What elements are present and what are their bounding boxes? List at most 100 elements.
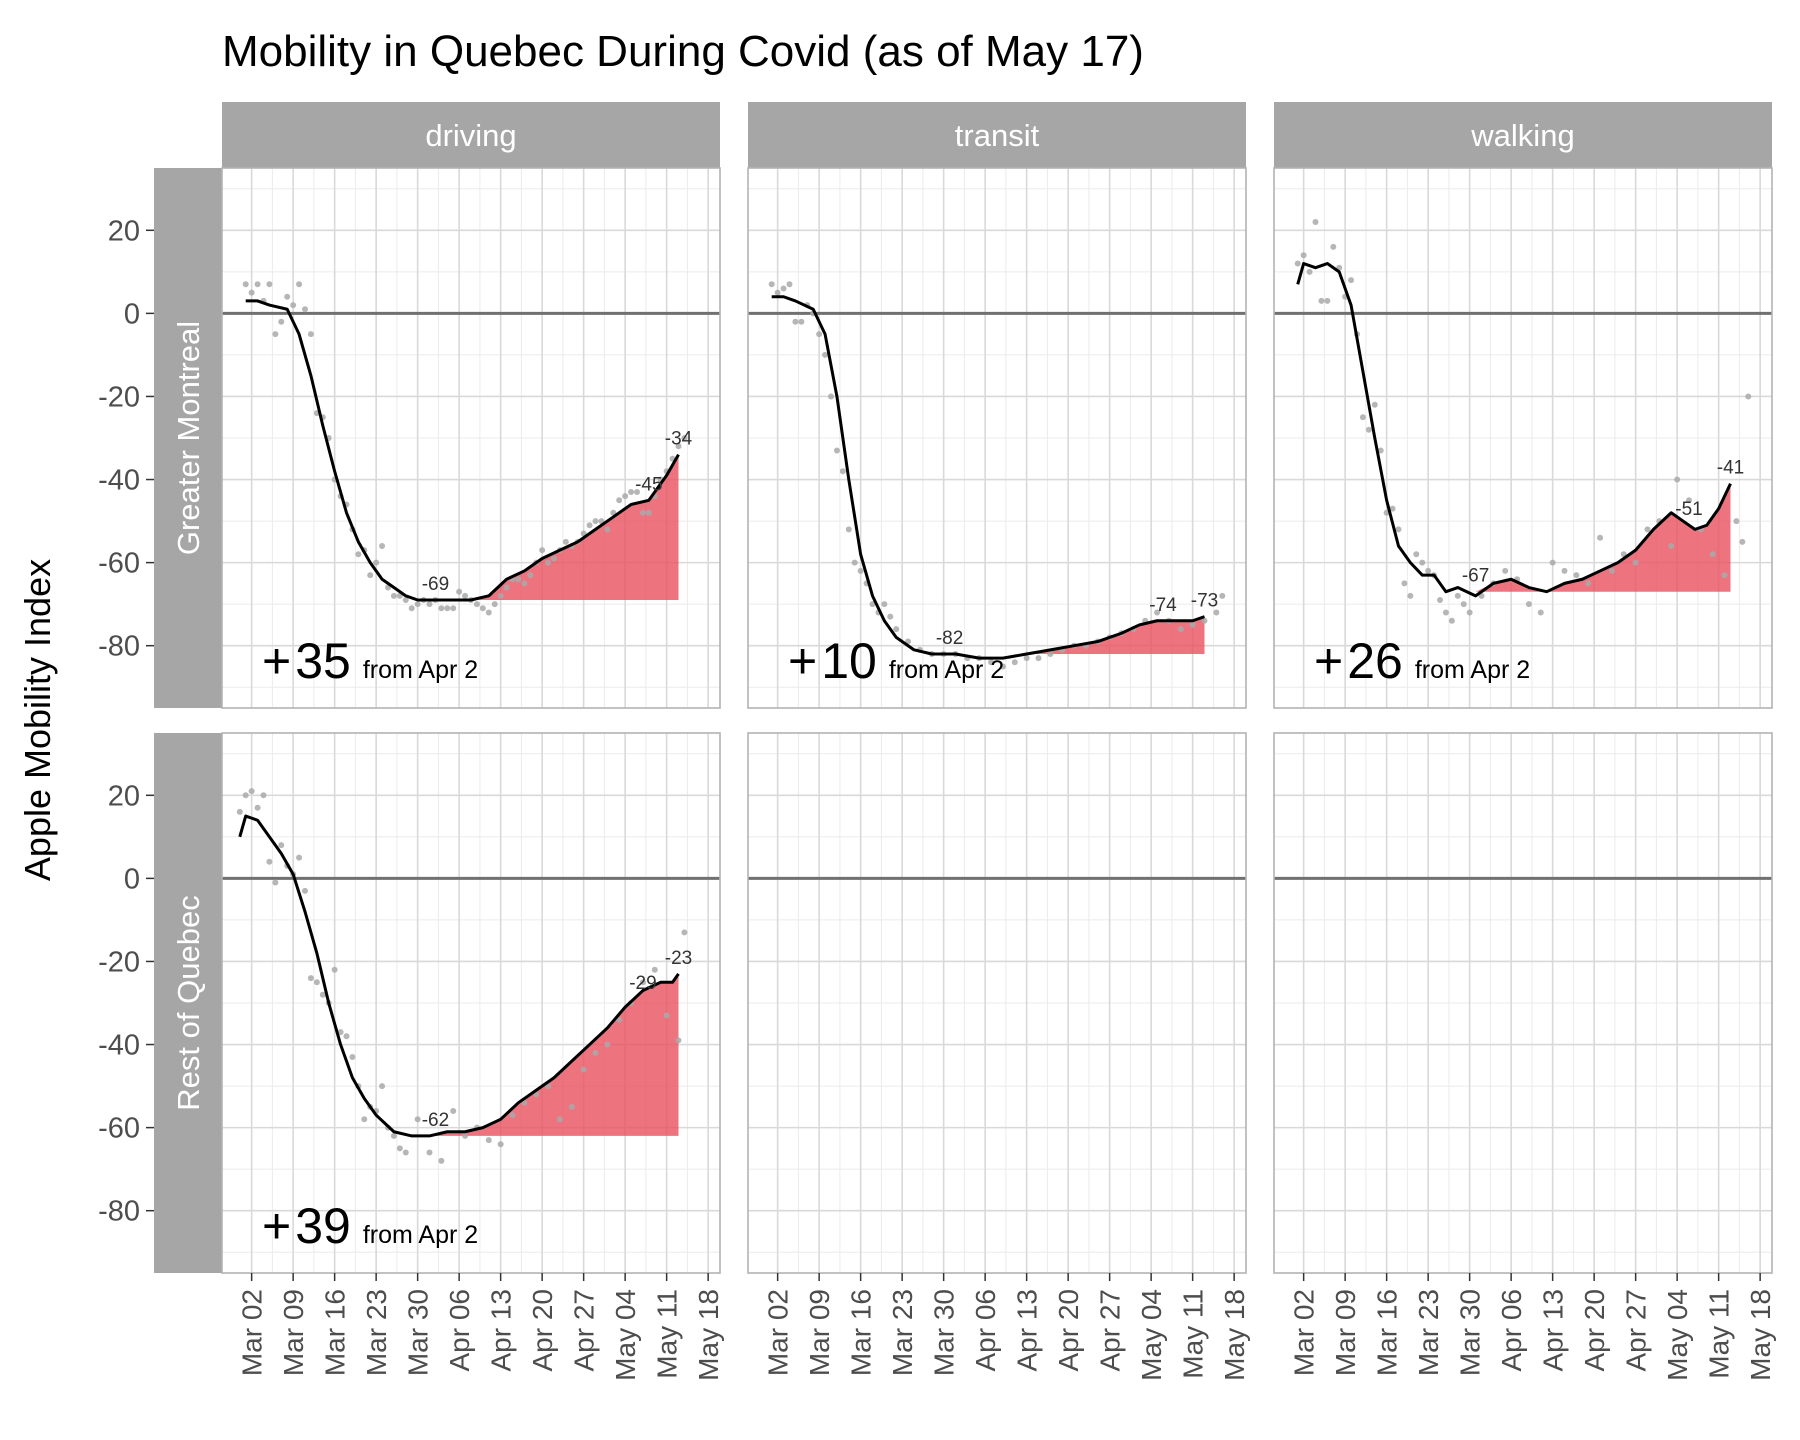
y-tick-label: 0 [124, 298, 140, 330]
data-point [296, 281, 303, 288]
x-tick-label: May 11 [1178, 1289, 1209, 1379]
x-tick-label: May 04 [1136, 1289, 1167, 1381]
data-point [1318, 297, 1325, 304]
strip-label-driving: driving [425, 118, 516, 153]
data-point [1365, 426, 1372, 433]
data-point [319, 991, 326, 998]
data-point [462, 592, 469, 599]
data-point [248, 788, 255, 795]
value-label: -74 [1149, 595, 1177, 616]
data-point [1401, 580, 1408, 587]
data-point [1721, 572, 1728, 579]
x-tick-label: Apr 20 [1579, 1289, 1610, 1372]
change-caption: from Apr 2 [363, 1221, 478, 1249]
data-point [1389, 505, 1396, 512]
y-tick-label: -40 [98, 465, 140, 497]
data-point [242, 792, 249, 799]
panel-border [747, 732, 1247, 1274]
data-point [278, 318, 285, 325]
data-point [491, 601, 498, 608]
data-point [1306, 268, 1313, 275]
data-point [497, 1141, 504, 1148]
data-point [307, 975, 314, 982]
data-point [361, 1116, 368, 1123]
data-point [1585, 580, 1592, 587]
data-point [296, 854, 303, 861]
data-point [396, 1145, 403, 1152]
data-point [1213, 609, 1220, 616]
y-tick-label: 20 [108, 215, 140, 247]
panel-rest-of-quebec-transit: Mar 02 Mar 09 Mar 16 Mar 23 Mar 30 Apr 06 Apr … [747, 732, 1250, 1381]
data-point [675, 443, 682, 450]
data-point [580, 1066, 587, 1073]
data-point [681, 435, 688, 441]
change-caption: from Apr 2 [889, 656, 1004, 684]
change-annotation: +10 from Apr 2 [788, 633, 1004, 689]
change-annotation: +39 from Apr 2 [262, 1198, 478, 1254]
data-point [1608, 567, 1615, 574]
data-point [622, 493, 629, 500]
data-point [485, 609, 492, 616]
data-point [539, 547, 546, 554]
data-point [562, 538, 569, 545]
trend-line [238, 814, 680, 1138]
improvement-area [1475, 483, 1731, 592]
x-tick-label: Apr 13 [1538, 1289, 1569, 1372]
data-point [1359, 414, 1366, 421]
trend-line [245, 299, 680, 602]
row-strip-1 [154, 733, 222, 1273]
change-sign: + [788, 633, 817, 689]
data-point [337, 1029, 344, 1036]
data-point [1377, 447, 1384, 454]
x-tick-label: Mar 23 [361, 1289, 392, 1376]
x-tick-label: May 18 [693, 1289, 724, 1381]
data-point [592, 518, 599, 525]
data-point [857, 567, 864, 574]
data-point [1745, 393, 1752, 400]
data-point [1312, 219, 1319, 225]
x-tick-label: Apr 27 [1095, 1289, 1126, 1372]
data-point [331, 966, 338, 973]
data-point [390, 592, 397, 599]
data-point [592, 1049, 599, 1056]
data-point [663, 1012, 670, 1019]
y-tick-label: -60 [98, 1113, 140, 1145]
data-point [1733, 518, 1740, 525]
x-tick-label: Mar 09 [804, 1289, 835, 1376]
x-tick-label: May 18 [1219, 1289, 1250, 1381]
data-point [266, 281, 273, 288]
data-point [456, 588, 463, 595]
data-point [302, 887, 308, 894]
data-point [438, 605, 445, 612]
data-point [651, 966, 658, 973]
x-tick-label: Mar 09 [278, 1289, 309, 1376]
data-point [774, 289, 781, 296]
data-point [792, 318, 799, 325]
x-tick-label: Apr 06 [1496, 1289, 1527, 1372]
data-point [1644, 526, 1651, 533]
data-point [1330, 243, 1337, 250]
data-point [485, 1137, 492, 1144]
value-label: -62 [422, 1110, 449, 1131]
data-point [1739, 538, 1746, 545]
data-point [822, 351, 829, 358]
data-point [1294, 260, 1301, 267]
panel-rest-of-quebec-walking: Mar 02 Mar 09 Mar 16 Mar 23 Mar 30 Apr 06 Apr … [1273, 732, 1776, 1381]
row-strip-0 [154, 168, 222, 708]
x-tick-label: May 04 [1662, 1289, 1693, 1381]
data-point [278, 842, 285, 849]
data-point [242, 281, 249, 288]
data-point [568, 1103, 575, 1110]
data-point [1561, 567, 1568, 574]
data-point [833, 447, 840, 454]
improvement-area [435, 973, 679, 1136]
panel-rest-of-quebec-driving: -62 -29 -23 +39 from Apr 2 20 0 -20 -40 -60 -80 Mar… [98, 732, 724, 1381]
change-value: 26 [1347, 633, 1403, 689]
data-point [284, 293, 291, 300]
data-point [1668, 543, 1675, 549]
data-point [1686, 497, 1692, 504]
data-point [1460, 601, 1467, 608]
x-tick-label: Apr 20 [1053, 1289, 1084, 1372]
data-point [1407, 592, 1414, 599]
